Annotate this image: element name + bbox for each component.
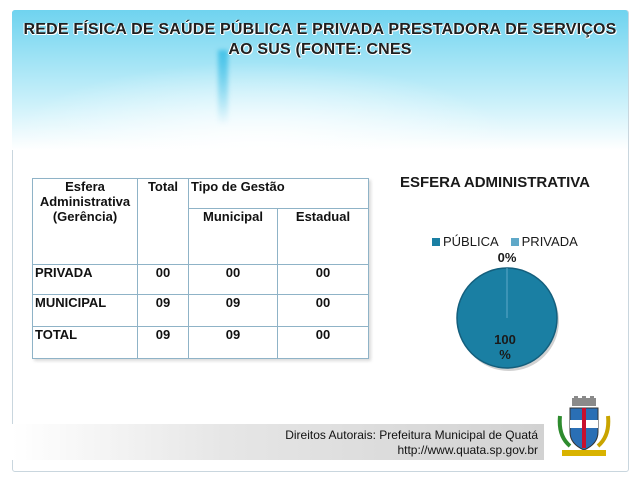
header-total: Total	[137, 178, 189, 265]
row-estadual: 00	[277, 294, 369, 327]
header-esfera: Esfera Administrativa (Gerência)	[32, 178, 138, 265]
row-municipal: 09	[188, 294, 278, 327]
row-total: 00	[137, 264, 189, 295]
row-total: 09	[137, 294, 189, 327]
footer-url[interactable]: http://www.quata.sp.gov.br	[397, 443, 538, 457]
header-tipo-gestao: Tipo de Gestão	[188, 178, 369, 209]
legend-label-publica: PÚBLICA	[443, 234, 499, 249]
header-municipal: Municipal	[188, 208, 278, 265]
legend-swatch-publica	[432, 237, 440, 246]
page-title-line2: AO SUS (FONTE: CNES	[228, 41, 412, 58]
legend-item: PÚBLICA	[432, 234, 499, 249]
municipal-crest-icon	[557, 396, 611, 456]
table-row: MUNICIPAL 09 09 00	[32, 294, 369, 327]
chart-legend: PÚBLICA PRIVADA	[432, 234, 586, 249]
header-banner	[12, 10, 628, 150]
row-label: PRIVADA	[32, 264, 138, 295]
footer-copyright: Direitos Autorais: Prefeitura Municipal …	[285, 428, 538, 442]
row-label: TOTAL	[32, 326, 138, 359]
legend-label-privada: PRIVADA	[521, 234, 578, 249]
row-total: 09	[137, 326, 189, 359]
light-beam-decoration	[218, 50, 228, 125]
row-label: MUNICIPAL	[32, 294, 138, 327]
row-estadual: 00	[277, 264, 369, 295]
footer-bar: Direitos Autorais: Prefeitura Municipal …	[12, 424, 544, 460]
table-row: PRIVADA 00 00 00	[32, 264, 369, 295]
row-municipal: 00	[188, 264, 278, 295]
table-row: TOTAL 09 09 00	[32, 326, 369, 359]
legend-item: PRIVADA	[510, 234, 578, 249]
health-network-table: Esfera Administrativa (Gerência) Total T…	[32, 178, 369, 359]
row-estadual: 00	[277, 326, 369, 359]
chart-title: ESFERA ADMINISTRATIVA	[400, 174, 590, 191]
legend-swatch-privada	[510, 237, 519, 246]
page-title: REDE FÍSICA DE SAÚDE PÚBLICA E PRIVADA P…	[20, 20, 620, 60]
header-estadual: Estadual	[277, 208, 369, 265]
row-municipal: 09	[188, 326, 278, 359]
page-title-line1: REDE FÍSICA DE SAÚDE PÚBLICA E PRIVADA P…	[23, 21, 617, 38]
